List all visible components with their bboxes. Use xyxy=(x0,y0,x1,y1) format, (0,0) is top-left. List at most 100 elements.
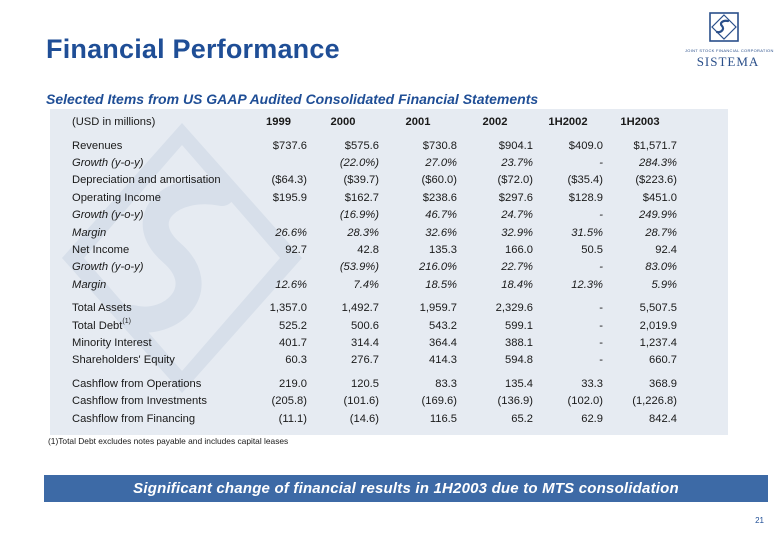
row-label: Operating Income xyxy=(72,191,161,204)
footnote-marker: (1) xyxy=(122,317,131,325)
cell-value: 22.7% xyxy=(501,261,533,274)
cell-value: ($72.0) xyxy=(497,174,533,187)
row-label: Net Income xyxy=(72,244,130,257)
row-label: Revenues xyxy=(72,139,123,152)
row-label: Cashflow from Financing xyxy=(72,412,196,425)
cell-value: (53.9%) xyxy=(339,261,379,274)
column-header: 1999 xyxy=(266,115,291,128)
cell-value: 599.1 xyxy=(505,319,533,332)
cell-value: - xyxy=(599,336,603,349)
cell-value: ($39.7) xyxy=(343,174,379,187)
row-label: Minority Interest xyxy=(72,336,152,349)
table-panel xyxy=(50,109,728,435)
cell-value: 83.0% xyxy=(645,261,677,274)
row-label: Depreciation and amortisation xyxy=(72,174,221,187)
cell-value: 120.5 xyxy=(351,377,379,390)
cell-value: (16.9%) xyxy=(339,209,379,222)
cell-value: ($223.6) xyxy=(635,174,677,187)
cell-value: 500.6 xyxy=(351,319,379,332)
row-label: Cashflow from Operations xyxy=(72,377,202,390)
cell-value: 135.4 xyxy=(505,377,533,390)
table-row: Minority Interest 401.7 314.4 364.4 388.… xyxy=(72,334,677,351)
cell-value: - xyxy=(599,319,603,332)
cell-value: 60.3 xyxy=(285,354,307,367)
table-row: Depreciation and amortisation ($64.3) ($… xyxy=(72,172,677,189)
table-header-row: (USD in millions) 1999 2000 2001 2002 1H… xyxy=(72,112,677,131)
cell-value: 284.3% xyxy=(639,157,677,170)
cell-value: - xyxy=(599,354,603,367)
cell-value: 116.5 xyxy=(429,412,457,425)
cell-value: 249.9% xyxy=(639,209,677,222)
cell-value: 660.7 xyxy=(649,354,677,367)
page-title: Financial Performance xyxy=(46,34,340,64)
table-row: Growth (y-o-y) (22.0%) 27.0% 23.7% - 284… xyxy=(72,154,677,171)
table-row: Total Assets 1,357.0 1,492.7 1,959.7 2,3… xyxy=(72,300,677,317)
cell-value: 314.4 xyxy=(351,336,379,349)
cell-value: - xyxy=(599,302,603,315)
cell-value xyxy=(250,154,307,171)
column-header: 2002 xyxy=(482,115,508,128)
row-label: Total Debt(1) xyxy=(72,317,250,334)
cell-value: 414.3 xyxy=(429,354,457,367)
cell-value: 2,329.6 xyxy=(495,302,533,315)
cell-value: 216.0% xyxy=(419,261,457,274)
table-row: Revenues $737.6 $575.6 $730.8 $904.1 $40… xyxy=(72,137,677,154)
cell-value: 65.2 xyxy=(511,412,533,425)
row-label: Growth (y-o-y) xyxy=(72,157,144,170)
cell-value: 92.4 xyxy=(655,244,677,257)
cell-value: 42.8 xyxy=(357,244,379,257)
page-number: 21 xyxy=(755,516,764,525)
cell-value: $575.6 xyxy=(344,139,379,152)
subtitle: Selected Items from US GAAP Audited Cons… xyxy=(46,91,539,107)
cell-value: 525.2 xyxy=(279,319,307,332)
cell-value: 27.0% xyxy=(425,157,457,170)
row-label: Shareholders' Equity xyxy=(72,354,175,367)
cell-value: 2,019.9 xyxy=(639,319,677,332)
cell-value: (11.1) xyxy=(278,412,307,425)
cell-value: 32.6% xyxy=(425,226,457,239)
cell-value: ($64.3) xyxy=(271,174,307,187)
cell-value: (22.0%) xyxy=(339,157,379,170)
cell-value: 92.7 xyxy=(285,244,307,257)
logo-name: SISTEMA xyxy=(696,54,760,69)
cell-value: 1,959.7 xyxy=(419,302,457,315)
cell-value: - xyxy=(599,209,603,222)
cell-value: 26.6% xyxy=(275,226,307,239)
table-row: Cashflow from Investments (205.8) (101.6… xyxy=(72,392,677,409)
cell-value: (205.8) xyxy=(271,395,307,408)
cell-value: 28.3% xyxy=(347,226,379,239)
cell-value: 83.3 xyxy=(435,377,457,390)
column-header: 2000 xyxy=(330,115,356,128)
cell-value: ($60.0) xyxy=(421,174,457,187)
cell-value: 368.9 xyxy=(649,377,677,390)
cell-value: - xyxy=(599,261,603,274)
cell-value: $904.1 xyxy=(498,139,533,152)
cell-value: (136.9) xyxy=(497,395,533,408)
logo-emblem-icon xyxy=(709,12,739,42)
cell-value: $730.8 xyxy=(422,139,457,152)
table-row: Total Debt(1) 525.2 500.6 543.2 599.1 - … xyxy=(72,317,677,334)
table-row: Margin 26.6% 28.3% 32.6% 32.9% 31.5% 28.… xyxy=(72,224,677,241)
cell-value: 364.4 xyxy=(429,336,457,349)
cell-value: $737.6 xyxy=(272,139,307,152)
row-label: Growth (y-o-y) xyxy=(72,209,144,222)
table-row: Margin 12.6% 7.4% 18.5% 18.4% 12.3% 5.9% xyxy=(72,276,677,293)
cell-value: 18.5% xyxy=(425,278,457,291)
watermark-emblem-icon xyxy=(62,123,302,393)
cell-value: 388.1 xyxy=(505,336,533,349)
sistema-logo: JOINT STOCK FINANCIAL CORPORATION SISTEM… xyxy=(683,12,773,69)
cell-value: 1,237.4 xyxy=(639,336,677,349)
cell-value: 32.9% xyxy=(501,226,533,239)
cell-value: 12.3% xyxy=(571,278,603,291)
cell-value: 276.7 xyxy=(351,354,379,367)
cell-value: 543.2 xyxy=(429,319,457,332)
cell-value: 5.9% xyxy=(651,278,678,291)
cell-value: $409.0 xyxy=(568,139,603,152)
cell-value: 842.4 xyxy=(649,412,677,425)
cell-value: $297.6 xyxy=(498,191,533,204)
cell-value: 33.3 xyxy=(581,377,603,390)
row-label: Margin xyxy=(72,226,107,239)
cell-value: 18.4% xyxy=(501,278,533,291)
cell-value: 50.5 xyxy=(581,244,603,257)
cell-value: 24.7% xyxy=(501,209,533,222)
